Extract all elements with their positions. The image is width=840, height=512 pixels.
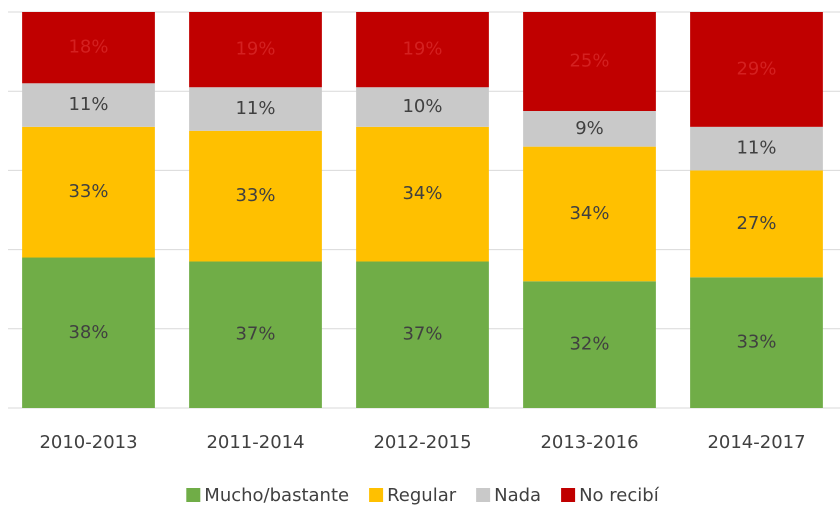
legend-label: Nada: [494, 485, 541, 506]
data-label: 19%: [235, 39, 275, 60]
legend-swatch: [561, 488, 576, 502]
bar-segment: [22, 257, 155, 408]
data-label: 25%: [569, 51, 609, 72]
data-label: 11%: [235, 98, 275, 119]
bar-segment: [690, 277, 823, 408]
data-label: 32%: [569, 334, 609, 355]
x-tick-label: 2013-2016: [540, 432, 638, 453]
bar-segment: [189, 12, 322, 88]
bar-segment: [356, 126, 489, 262]
data-label: 37%: [235, 324, 275, 345]
data-label: 33%: [235, 185, 275, 206]
bar-segment: [22, 12, 155, 84]
bar-segment: [356, 87, 489, 127]
data-label: 19%: [402, 39, 442, 60]
data-label: 11%: [68, 94, 108, 115]
data-label: 10%: [402, 96, 442, 117]
data-label: 9%: [575, 118, 604, 139]
bar-segment: [690, 12, 823, 127]
bar-segment: [523, 281, 656, 408]
legend-label: Mucho/bastante: [204, 485, 349, 506]
bar-segment: [356, 261, 489, 408]
x-tick-label: 2010-2013: [39, 432, 137, 453]
data-label: 38%: [68, 322, 108, 343]
x-tick-label: 2011-2014: [206, 432, 304, 453]
bar-segment: [356, 12, 489, 88]
bar-segment: [189, 261, 322, 408]
data-label: 34%: [402, 183, 442, 204]
data-label: 18%: [68, 37, 108, 58]
x-tick-label: 2014-2017: [707, 432, 805, 453]
data-label: 11%: [736, 138, 776, 159]
data-label: 29%: [736, 58, 776, 79]
bar-segment: [22, 83, 155, 127]
bar-segment: [690, 126, 823, 171]
bar-segment: [523, 12, 656, 111]
x-tick-label: 2012-2015: [373, 432, 471, 453]
bar-segment: [523, 111, 656, 147]
bar-segment: [189, 87, 322, 131]
legend-swatch: [476, 488, 491, 502]
bar-segment: [189, 130, 322, 262]
data-label: 27%: [736, 213, 776, 234]
data-label: 33%: [68, 181, 108, 202]
legend-label: Regular: [387, 485, 457, 506]
bar-segment: [523, 146, 656, 282]
data-label: 34%: [569, 203, 609, 224]
data-label: 33%: [736, 332, 776, 353]
data-label: 37%: [402, 324, 442, 345]
legend-swatch: [186, 488, 201, 502]
bar-segment: [690, 170, 823, 278]
bar-segment: [22, 126, 155, 258]
legend-label: No recibí: [579, 485, 660, 506]
legend-swatch: [369, 488, 384, 502]
